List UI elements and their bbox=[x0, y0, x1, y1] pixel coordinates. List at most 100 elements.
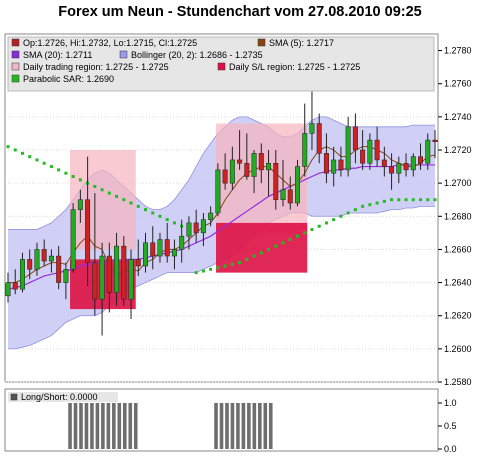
sar-point bbox=[419, 198, 423, 202]
candle-body bbox=[150, 242, 156, 257]
sar-point bbox=[209, 267, 213, 271]
candle-body bbox=[215, 169, 221, 214]
candle-body bbox=[179, 235, 185, 250]
candle-body bbox=[186, 222, 192, 237]
candle-body bbox=[316, 123, 322, 154]
candle-body bbox=[309, 123, 315, 134]
sar-point bbox=[390, 198, 394, 202]
sl-region bbox=[216, 222, 308, 273]
sar-point bbox=[165, 218, 169, 222]
sar-point bbox=[107, 191, 111, 195]
candle-body bbox=[208, 212, 214, 220]
long-short-bar bbox=[73, 403, 78, 449]
legend-swatch bbox=[11, 38, 20, 47]
y-tick-label: 1.2740 bbox=[444, 112, 472, 122]
sar-point bbox=[115, 194, 119, 198]
long-short-bar bbox=[106, 403, 111, 449]
long-short-bar bbox=[219, 403, 224, 449]
candle-body bbox=[85, 199, 91, 263]
candle-body bbox=[323, 153, 329, 174]
candle-body bbox=[381, 159, 387, 167]
sma5-line bbox=[8, 146, 436, 284]
sar-point bbox=[122, 198, 126, 202]
long-short-bar bbox=[268, 403, 273, 449]
sar-point bbox=[404, 198, 408, 202]
candle-body bbox=[403, 163, 409, 171]
candle-body bbox=[294, 166, 300, 204]
long-short-bar bbox=[95, 403, 100, 449]
sar-point bbox=[332, 218, 336, 222]
candle-body bbox=[374, 139, 380, 161]
long-short-bar bbox=[247, 403, 251, 449]
sar-point bbox=[172, 221, 176, 225]
long-short-bar bbox=[101, 403, 105, 449]
sar-point bbox=[64, 171, 68, 175]
sar-point bbox=[100, 188, 104, 192]
sar-point bbox=[35, 158, 39, 162]
candle-body bbox=[345, 126, 351, 171]
long-short-bar bbox=[68, 403, 72, 449]
y-tick-label: 1.2620 bbox=[444, 311, 472, 321]
sar-point bbox=[6, 145, 10, 149]
legend-label: Op:1.2726, Hi:1.2732, Lo:1.2715, Cl:1.27… bbox=[23, 38, 197, 48]
candle-body bbox=[41, 249, 47, 262]
legend-swatch bbox=[11, 50, 20, 59]
legend-label: Bollinger (20, 2): 1.2686 - 1.2735 bbox=[131, 50, 263, 60]
candle-body bbox=[34, 249, 40, 270]
candle-body bbox=[338, 159, 344, 171]
sub-y-tick-label: 0.5 bbox=[444, 421, 457, 431]
sar-point bbox=[303, 231, 307, 235]
candle-body bbox=[360, 149, 366, 164]
sar-point bbox=[245, 257, 249, 261]
sar-point bbox=[252, 254, 256, 258]
sar-point bbox=[57, 168, 61, 172]
candle-body bbox=[266, 163, 272, 171]
candle-body bbox=[222, 169, 228, 184]
candle-body bbox=[331, 159, 337, 174]
legend-swatch bbox=[11, 74, 20, 83]
candle-body bbox=[410, 156, 416, 171]
sar-point bbox=[310, 228, 314, 232]
sar-point bbox=[13, 148, 17, 152]
candle-body bbox=[12, 282, 18, 290]
candle-body bbox=[244, 163, 250, 177]
legend-label: Daily S/L region: 1.2725 - 1.2725 bbox=[229, 62, 360, 72]
sar-point bbox=[216, 266, 220, 270]
candle-body bbox=[128, 259, 134, 300]
long-short-bar bbox=[263, 403, 268, 449]
candle-body bbox=[352, 126, 358, 151]
candle-body bbox=[99, 255, 105, 300]
candle-body bbox=[367, 139, 373, 164]
candle-body bbox=[27, 259, 33, 270]
candle-body bbox=[135, 259, 141, 267]
long-short-bar bbox=[133, 403, 138, 449]
long-short-bar bbox=[225, 403, 229, 449]
y-tick-label: 1.2680 bbox=[444, 211, 472, 221]
candle-body bbox=[251, 153, 257, 177]
y-tick-label: 1.2780 bbox=[444, 46, 472, 56]
sar-point bbox=[317, 224, 321, 228]
sar-point bbox=[339, 214, 343, 218]
long-short-bar bbox=[122, 403, 127, 449]
long-short-bar bbox=[236, 403, 240, 449]
legend-label: SMA (5): 1.2717 bbox=[269, 38, 334, 48]
candle-body bbox=[200, 219, 206, 234]
sar-point bbox=[201, 269, 205, 273]
candle-body bbox=[389, 166, 395, 174]
candle-body bbox=[48, 255, 54, 262]
candle-body bbox=[77, 199, 83, 210]
long-short-bar bbox=[117, 403, 122, 449]
candle-body bbox=[302, 133, 308, 167]
candle-body bbox=[106, 255, 112, 293]
sar-point bbox=[426, 198, 430, 202]
sar-point bbox=[433, 198, 437, 202]
long-short-bar bbox=[128, 403, 133, 449]
sar-point bbox=[288, 237, 292, 241]
sar-point bbox=[78, 178, 82, 182]
long-short-bar bbox=[112, 403, 116, 449]
sar-point bbox=[42, 161, 46, 165]
candle-body bbox=[418, 156, 424, 164]
sub-legend-swatch bbox=[10, 393, 18, 401]
